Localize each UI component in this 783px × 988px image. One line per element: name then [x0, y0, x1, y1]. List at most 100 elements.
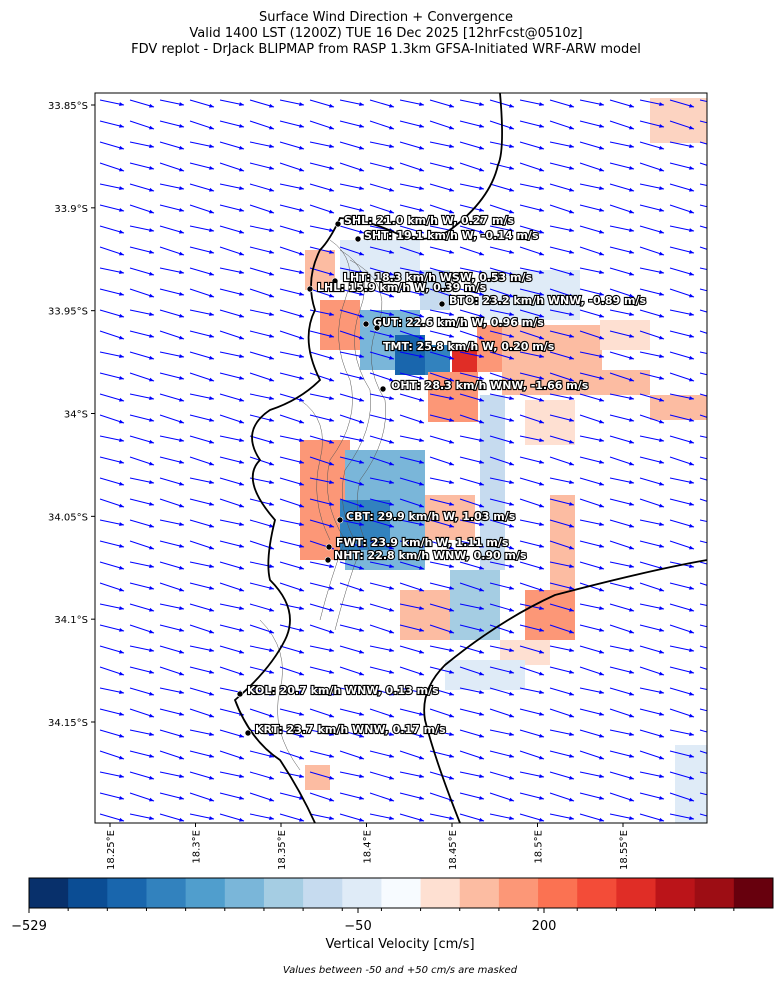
- arrow-head: [419, 711, 424, 716]
- arrow-head: [689, 333, 694, 338]
- arrow-head: [329, 187, 334, 192]
- arrow-head: [659, 817, 664, 822]
- arrow-head: [179, 522, 184, 526]
- arrow-head: [389, 480, 394, 484]
- arrow-head: [629, 125, 634, 130]
- arrow-head: [689, 312, 694, 316]
- arrow-head: [629, 669, 634, 674]
- colorbar-swatch: [29, 878, 69, 908]
- arrow-head: [179, 438, 184, 442]
- arrow-head: [269, 753, 274, 758]
- arrow-head: [539, 102, 544, 106]
- lon-tick-label: 18.35°E: [277, 830, 288, 870]
- arrow-head: [269, 775, 274, 780]
- arrow-head: [119, 291, 124, 296]
- arrow-head: [269, 417, 274, 422]
- arrow-head: [119, 123, 124, 128]
- wind-arrow: [699, 120, 707, 124]
- arrow-head: [179, 503, 184, 508]
- colorbar-swatch: [68, 878, 108, 908]
- arrow-head: [239, 313, 244, 318]
- arrow-head: [119, 503, 124, 508]
- arrow-head: [449, 669, 454, 674]
- arrow-head: [569, 732, 574, 736]
- arrow-head: [509, 144, 514, 148]
- arrow-head: [539, 503, 544, 508]
- arrow-head: [719, 628, 724, 632]
- arrow-head: [629, 545, 634, 550]
- arrow-head: [179, 186, 184, 190]
- arrow-head: [269, 144, 274, 148]
- arrow-head: [539, 438, 544, 442]
- arrow-head: [269, 187, 274, 192]
- arrow-head: [479, 606, 484, 610]
- arrow-head: [419, 522, 424, 526]
- arrow-head: [719, 186, 724, 190]
- arrow-head: [359, 207, 364, 212]
- arrow-head: [449, 103, 454, 108]
- arrow-head: [359, 503, 364, 508]
- arrow-head: [599, 438, 604, 442]
- arrow-head: [299, 690, 304, 694]
- lat-tick-label: 34.05°S: [48, 512, 88, 523]
- arrow-head: [389, 564, 394, 568]
- arrow-head: [299, 313, 304, 318]
- arrow-head: [719, 712, 724, 716]
- station-dot: [244, 729, 252, 737]
- arrow-head: [389, 125, 394, 130]
- arrow-head: [449, 249, 454, 254]
- colorbar-swatch: [577, 878, 617, 908]
- arrow-head: [719, 102, 724, 106]
- arrow-head: [599, 565, 604, 570]
- arrow-head: [659, 375, 664, 380]
- arrow-head: [539, 229, 544, 234]
- arrow-head: [359, 587, 364, 592]
- arrow-head: [389, 333, 394, 338]
- arrow-head: [329, 775, 334, 780]
- arrow-head: [659, 733, 664, 738]
- wind-arrow: [699, 183, 707, 186]
- arrow-head: [689, 564, 694, 568]
- arrow-head: [449, 629, 454, 634]
- arrow-head: [509, 187, 514, 192]
- arrow-head: [569, 713, 574, 718]
- arrow-head: [509, 165, 514, 170]
- arrow-head: [479, 186, 484, 190]
- colorbar-frame: [28, 877, 774, 909]
- arrow-head: [419, 733, 424, 738]
- arrow-head: [599, 291, 604, 296]
- arrow-head: [449, 480, 454, 484]
- lon-tick-label: 18.4°E: [363, 830, 374, 864]
- arrow-head: [539, 145, 544, 150]
- arrow-head: [269, 377, 274, 382]
- arrow-head: [479, 251, 484, 256]
- arrow-head: [149, 396, 154, 400]
- arrow-head: [299, 438, 304, 442]
- arrow-head: [509, 669, 514, 674]
- arrow-head: [239, 481, 244, 486]
- arrow-head: [119, 186, 124, 190]
- arrow-head: [389, 165, 394, 170]
- arrow-head: [659, 207, 664, 212]
- arrow-head: [419, 481, 424, 486]
- station-dot: [331, 277, 339, 285]
- arrow-head: [329, 125, 334, 130]
- arrow-head: [449, 501, 454, 506]
- station-dot: [336, 516, 344, 524]
- arrow-head: [119, 270, 124, 274]
- arrow-head: [209, 228, 214, 232]
- arrow-head: [449, 209, 454, 214]
- arrow-head: [119, 733, 124, 738]
- arrow-head: [509, 417, 514, 422]
- arrow-head: [209, 607, 214, 612]
- arrow-head: [599, 167, 604, 172]
- wind-arrow: [699, 771, 707, 774]
- arrow-head: [719, 818, 724, 822]
- arrow-head: [539, 123, 544, 128]
- arrow-head: [599, 522, 604, 526]
- arrow-head: [119, 438, 124, 442]
- arrow-head: [329, 271, 334, 276]
- arrow-head: [239, 123, 244, 128]
- station-label: OHT: 28.3 km/h WNW, -1.66 m/s: [391, 379, 589, 392]
- arrow-head: [209, 396, 214, 400]
